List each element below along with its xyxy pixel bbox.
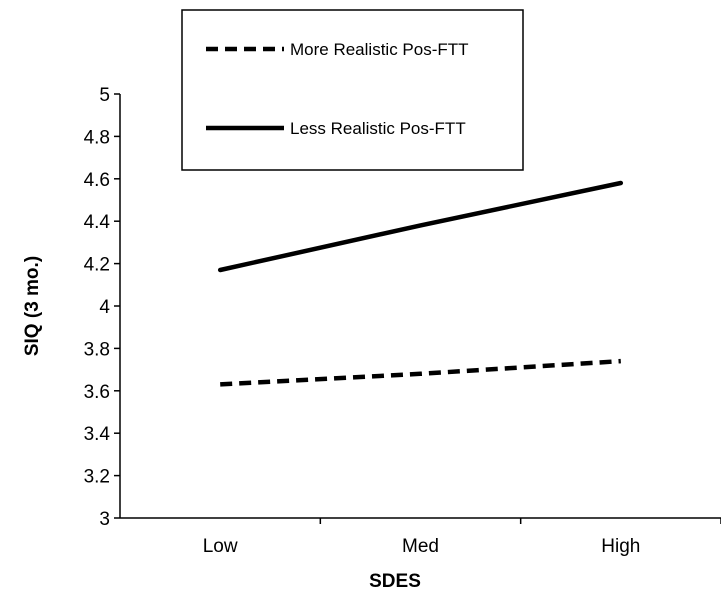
y-tick-label: 3 bbox=[99, 509, 110, 530]
y-tick-label: 4 bbox=[99, 297, 110, 318]
legend-label-more-realistic: More Realistic Pos-FTT bbox=[290, 40, 469, 59]
series-line-more-realistic bbox=[220, 358, 621, 387]
y-tick-label: 3.4 bbox=[84, 424, 111, 445]
y-tick-label: 4.8 bbox=[84, 127, 110, 148]
x-tick-label: Med bbox=[402, 536, 439, 557]
x-tick-label: High bbox=[601, 536, 640, 557]
y-tick-label: 4.6 bbox=[84, 170, 110, 191]
y-tick-label: 3.6 bbox=[84, 382, 110, 403]
legend: More Realistic Pos-FTT Less Realistic Po… bbox=[181, 9, 524, 171]
y-tick-label: 3.8 bbox=[84, 339, 110, 360]
legend-label-less-realistic: Less Realistic Pos-FTT bbox=[290, 119, 466, 138]
y-tick-label: 5 bbox=[99, 85, 110, 106]
y-ticks: 3 3.2 3.4 3.6 3.8 4 4.2 4.4 4.6 4.8 5 bbox=[84, 85, 120, 530]
y-axis-title: SIQ (3 mo.) bbox=[22, 256, 43, 356]
y-tick-label: 4.2 bbox=[84, 255, 110, 276]
y-tick-label: 4.4 bbox=[84, 212, 111, 233]
series-layer bbox=[217, 180, 624, 387]
y-tick-label: 3.2 bbox=[84, 467, 110, 488]
x-tick-label: Low bbox=[203, 536, 238, 557]
x-ticks: Low Med High bbox=[203, 518, 721, 557]
x-axis-title: SDES bbox=[369, 571, 421, 592]
series-line-less-realistic bbox=[217, 180, 624, 273]
legend-box bbox=[181, 9, 524, 171]
